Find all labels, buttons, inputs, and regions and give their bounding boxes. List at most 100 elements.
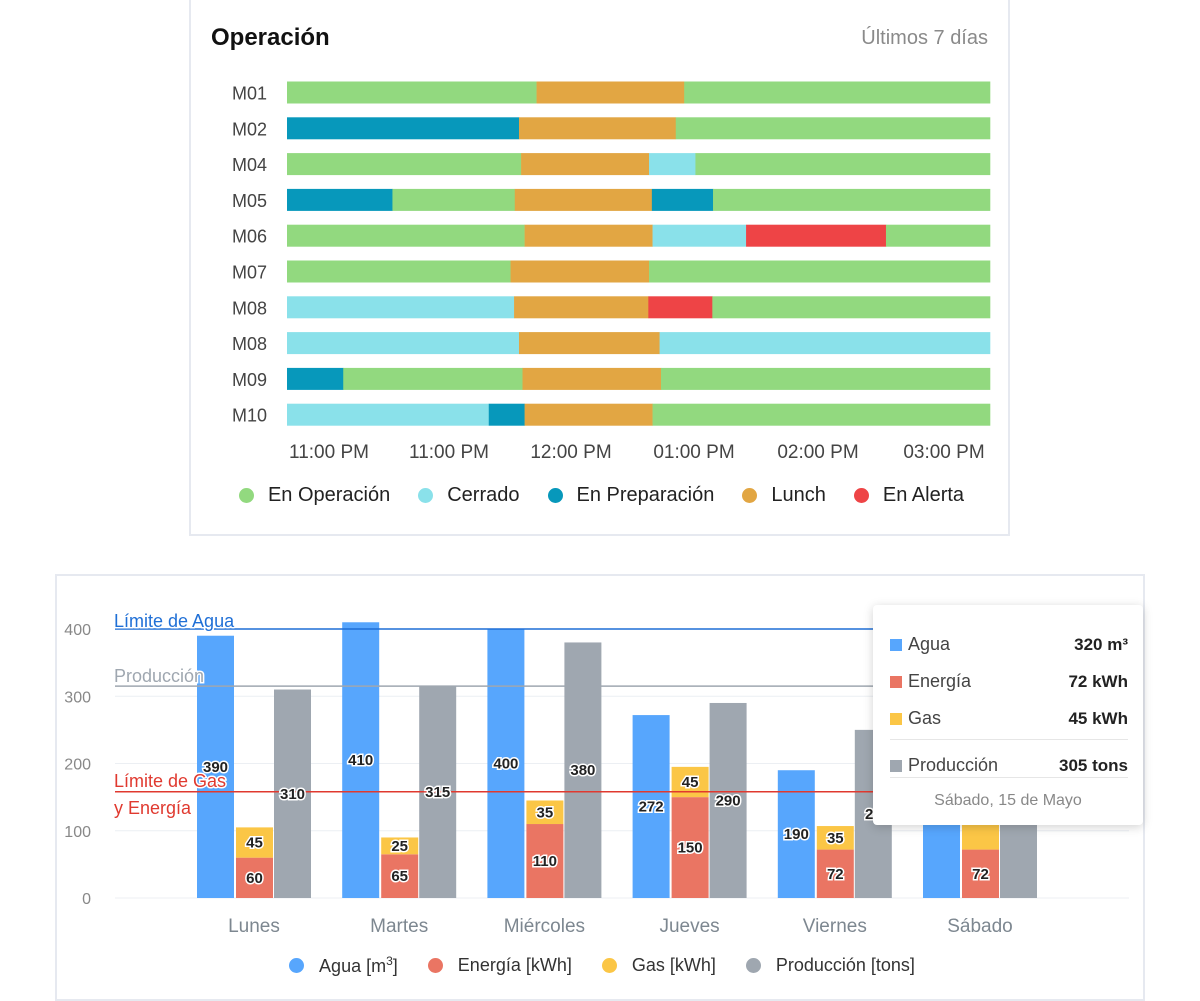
- legend-item-en-preparacion[interactable]: En Preparación: [547, 484, 714, 507]
- legend-label: En Operación: [267, 484, 391, 506]
- bar-agua: [197, 635, 234, 898]
- status-segment-lunch: [524, 403, 653, 426]
- data-label: 35: [537, 804, 554, 821]
- legend-dot-icon: [427, 958, 443, 973]
- legend-label: Agua [m3]: [319, 954, 398, 976]
- tooltip-value: 305 tons: [1059, 755, 1128, 775]
- bar-gas: [381, 837, 419, 855]
- status-segment-lunch: [522, 367, 662, 390]
- tooltip-row-agua: Agua 320 m³: [890, 634, 1128, 655]
- tooltip-date: Sábado, 15 de Mayo: [934, 792, 1082, 809]
- legend-dot-icon: [289, 958, 305, 973]
- category-label: Martes: [370, 916, 428, 937]
- status-segment-en-operacion: [287, 153, 522, 176]
- machine-label: M09: [232, 370, 267, 390]
- data-label: 410: [348, 752, 373, 769]
- status-segment-en-operacion: [649, 260, 991, 283]
- status-segment-cerrado: [649, 153, 696, 176]
- machine-label: M08: [232, 334, 267, 354]
- status-segment-en-operacion: [684, 81, 991, 104]
- legend-label: Cerrado: [447, 484, 520, 506]
- legend-item-gas[interactable]: Gas [kWh]: [601, 955, 716, 976]
- y-tick-label: 100: [64, 824, 91, 841]
- data-label: 380: [570, 762, 595, 779]
- machine-label: M07: [232, 263, 267, 283]
- tooltip-swatch-icon: [890, 675, 902, 688]
- time-tick-label: 01:00 PM: [653, 442, 734, 463]
- machine-label: M06: [232, 227, 267, 247]
- y-tick-label: 200: [64, 757, 91, 774]
- status-segment-en-operacion: [713, 188, 991, 211]
- data-label: 45: [682, 774, 699, 791]
- machine-label: M04: [232, 155, 267, 175]
- tooltip-label: Agua: [908, 634, 951, 654]
- y-tick-label: 0: [82, 891, 91, 908]
- category-label: Jueves: [659, 916, 719, 937]
- tooltip-swatch-icon: [890, 759, 902, 772]
- category-label: Sábado: [947, 916, 1013, 937]
- status-segment-en-operacion: [392, 188, 516, 211]
- bar-agua: [487, 629, 525, 898]
- bar-produccion: [274, 689, 311, 898]
- status-segment-en-operacion: [661, 367, 991, 390]
- tooltip-divider: [890, 739, 1128, 740]
- legend-item-en-alerta[interactable]: En Alerta: [853, 484, 964, 507]
- legend-item-en-operacion[interactable]: En Operación: [238, 484, 391, 507]
- tooltip-row-energia: Energía 72 kWh: [890, 671, 1128, 692]
- timeline-chart: M01 M02 M04 M05 M06 M07 M08 M08 M09 M10 11:00 PM 11…: [232, 81, 991, 463]
- data-label: 65: [391, 868, 408, 885]
- bar-agua: [632, 715, 670, 898]
- tooltip-value: 320 m³: [1074, 634, 1128, 654]
- legend-superscript: 3: [386, 954, 393, 968]
- status-segment-en-operacion: [675, 117, 991, 140]
- timeline-legend: En Operación Cerrado En Preparación Lunch En…: [191, 484, 1012, 507]
- reference-label-produccion: Producción: [114, 666, 204, 686]
- tooltip-value: 45 kWh: [1068, 708, 1128, 728]
- status-segment-lunch: [514, 188, 653, 211]
- category-label: Lunes: [228, 916, 280, 937]
- data-label: 35: [827, 830, 844, 847]
- tooltip-divider: [890, 777, 1128, 778]
- legend-item-agua[interactable]: Agua [m3]: [289, 954, 398, 977]
- bar-energia: [962, 849, 999, 898]
- status-segment-en-operacion: [287, 260, 511, 283]
- status-segment-en-preparacion: [287, 367, 344, 390]
- status-segment-cerrado: [659, 332, 991, 355]
- chart-tooltip: Agua 320 m³ Energía 72 kWh Gas 45 kWh Producci…: [873, 605, 1143, 825]
- reference-label-agua: Límite de Agua: [114, 611, 235, 631]
- status-segment-cerrado: [287, 332, 520, 355]
- data-label: 72: [972, 866, 989, 883]
- status-segment-lunch: [514, 296, 649, 319]
- operation-card: Operación Últimos 7 días M01 M02 M04 M05 M06…: [189, 0, 1010, 536]
- legend-label: Lunch: [771, 484, 826, 506]
- category-label: Miércoles: [504, 916, 585, 937]
- y-tick-label: 400: [64, 622, 91, 639]
- category-label: Viernes: [803, 916, 867, 937]
- bar-gas: [236, 827, 273, 858]
- bar-agua: [342, 622, 380, 898]
- status-segment-en-preparacion: [488, 403, 525, 426]
- status-segment-lunch: [510, 260, 650, 283]
- legend-item-produccion[interactable]: Producción [tons]: [745, 955, 915, 976]
- data-label: 110: [533, 853, 557, 870]
- tooltip-swatch-icon: [890, 712, 902, 725]
- legend-label: Energía [kWh]: [457, 955, 572, 975]
- legend-item-lunch[interactable]: Lunch: [742, 484, 826, 507]
- data-label: 150: [678, 840, 703, 857]
- bar-energia: [381, 854, 419, 898]
- bar-gas: [816, 826, 854, 850]
- bar-gas: [526, 800, 564, 825]
- legend-dot-icon: [853, 488, 869, 503]
- machine-label: M05: [232, 191, 267, 211]
- data-label: 315: [425, 784, 450, 801]
- legend-item-cerrado[interactable]: Cerrado: [418, 484, 520, 507]
- status-segment-cerrado: [652, 224, 747, 247]
- range-selector[interactable]: Últimos 7 días: [861, 27, 988, 49]
- legend-dot-icon: [547, 488, 563, 503]
- legend-item-energia[interactable]: Energía [kWh]: [427, 955, 572, 976]
- status-segment-cerrado: [287, 403, 490, 426]
- tooltip-value: 72 kWh: [1068, 671, 1128, 691]
- bar-produccion: [564, 642, 602, 898]
- status-segment-en-operacion: [695, 153, 991, 176]
- legend-dot-icon: [418, 488, 434, 503]
